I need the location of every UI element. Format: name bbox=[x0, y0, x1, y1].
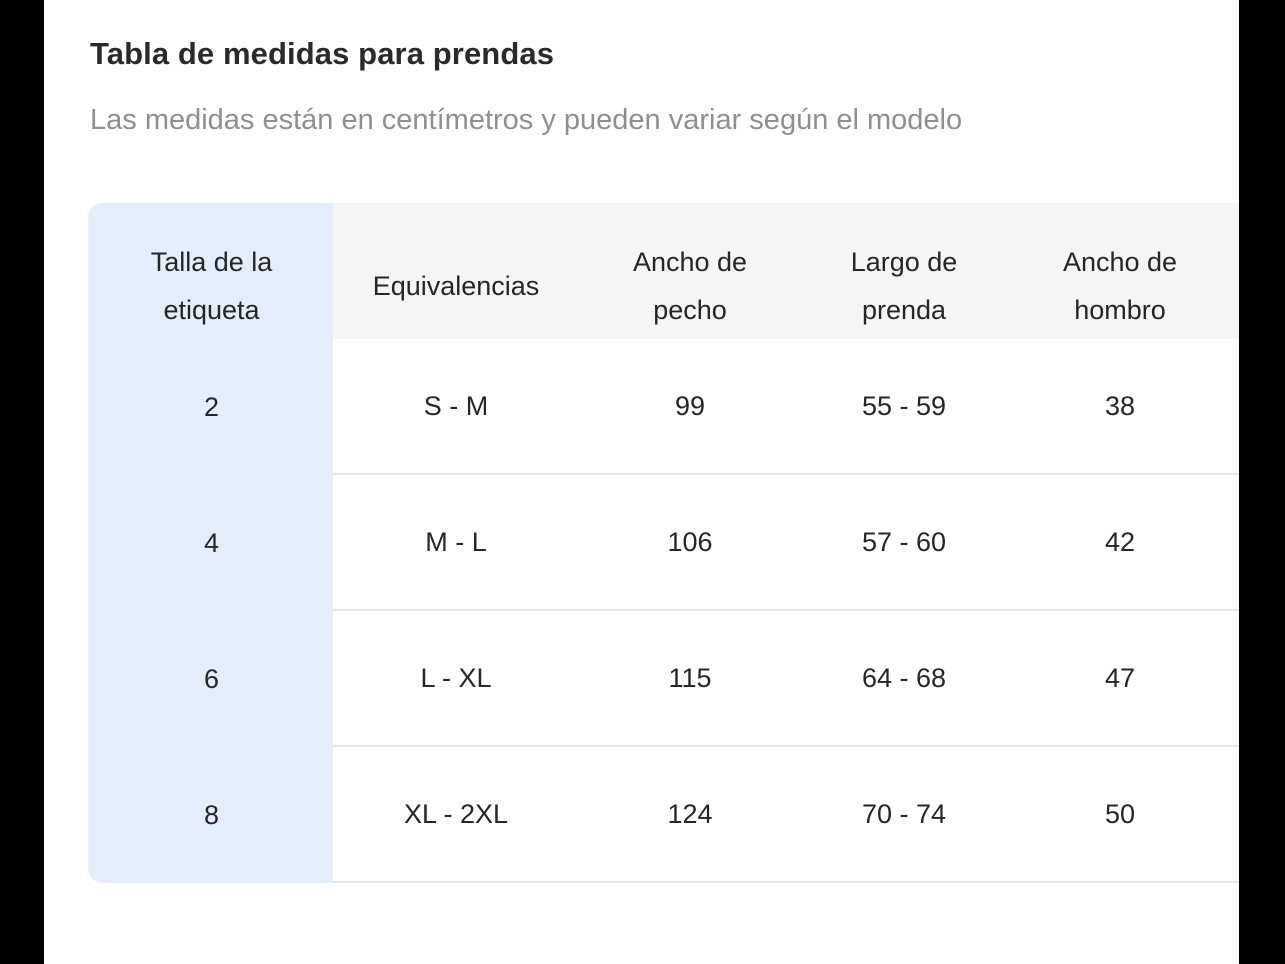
table-cell: 55 - 59 bbox=[801, 339, 1007, 475]
table-cell: 38 bbox=[1007, 339, 1233, 475]
table-cell: 99 bbox=[579, 339, 801, 475]
right-black-bar bbox=[1239, 0, 1285, 964]
table-cell: 115 bbox=[579, 611, 801, 747]
table-cell: 57 - 60 bbox=[801, 475, 1007, 611]
table-cell: XL - 2XL bbox=[333, 747, 579, 883]
table-cell: M - L bbox=[333, 475, 579, 611]
table-cell: L - XL bbox=[333, 611, 579, 747]
table-cell: 106 bbox=[579, 475, 801, 611]
table-cell: 8 bbox=[203, 799, 220, 830]
table-cell: 124 bbox=[579, 747, 801, 883]
table-cell: 70 - 74 bbox=[801, 747, 1007, 883]
table-cell: 2 bbox=[203, 391, 220, 422]
table-cell: 42 bbox=[1007, 475, 1233, 611]
table-cell: 64 - 68 bbox=[801, 611, 1007, 747]
table-cell: 4 bbox=[203, 527, 220, 558]
column-header-label-size: Talla de la etiqueta bbox=[150, 246, 273, 325]
size-table[interactable]: Talla de la etiqueta Equivalencias Ancho… bbox=[90, 203, 1285, 883]
page-subtitle: Las medidas están en centímetros y puede… bbox=[90, 104, 963, 136]
first-column-highlight bbox=[90, 203, 333, 883]
table-cell: 50 bbox=[1007, 747, 1233, 883]
page-title: Tabla de medidas para prendas bbox=[90, 36, 555, 71]
table-cell: S - M bbox=[333, 339, 579, 475]
left-black-bar bbox=[0, 0, 44, 964]
table-cell: 6 bbox=[203, 663, 220, 694]
table-cell: 47 bbox=[1007, 611, 1233, 747]
size-table-grid: Talla de la etiqueta Equivalencias Ancho… bbox=[90, 203, 1285, 883]
